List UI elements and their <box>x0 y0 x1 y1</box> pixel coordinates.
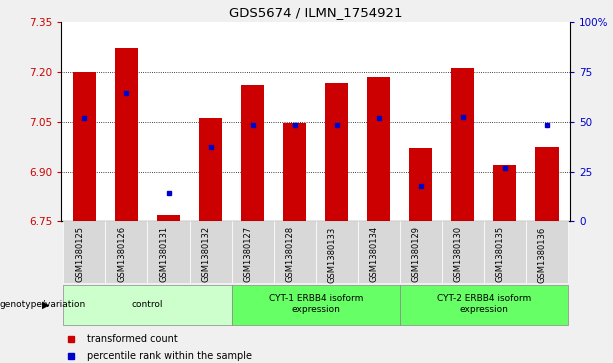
Text: GSM1380129: GSM1380129 <box>412 227 421 282</box>
Bar <box>241 85 264 221</box>
Bar <box>73 72 96 221</box>
Text: GSM1380132: GSM1380132 <box>202 227 211 282</box>
Text: transformed count: transformed count <box>87 334 178 344</box>
Text: GSM1380133: GSM1380133 <box>328 227 337 283</box>
Bar <box>484 221 526 283</box>
Text: GSM1380130: GSM1380130 <box>454 227 463 282</box>
Bar <box>157 215 180 221</box>
Bar <box>325 83 348 221</box>
Bar <box>526 221 568 283</box>
Text: GSM1380134: GSM1380134 <box>370 227 379 282</box>
Bar <box>400 285 568 325</box>
Bar <box>189 221 232 283</box>
Bar <box>451 68 474 221</box>
Bar <box>115 48 138 221</box>
Text: ▶: ▶ <box>42 300 49 310</box>
Text: CYT-1 ERBB4 isoform
expression: CYT-1 ERBB4 isoform expression <box>268 294 363 314</box>
Bar <box>105 221 148 283</box>
Bar <box>442 221 484 283</box>
Bar <box>63 285 232 325</box>
Bar <box>400 221 442 283</box>
Bar <box>273 221 316 283</box>
Text: GSM1380126: GSM1380126 <box>118 227 126 282</box>
Text: GSM1380128: GSM1380128 <box>286 227 295 282</box>
Bar <box>367 77 390 221</box>
Text: GSM1380135: GSM1380135 <box>496 227 505 282</box>
Bar <box>232 285 400 325</box>
Text: genotype/variation: genotype/variation <box>0 301 86 309</box>
Text: GSM1380125: GSM1380125 <box>75 227 85 282</box>
Bar <box>316 221 358 283</box>
Text: CYT-2 ERBB4 isoform
expression: CYT-2 ERBB4 isoform expression <box>437 294 531 314</box>
Bar <box>283 123 306 221</box>
Text: percentile rank within the sample: percentile rank within the sample <box>87 351 252 361</box>
Bar <box>232 221 273 283</box>
Bar <box>535 147 558 221</box>
Text: GSM1380127: GSM1380127 <box>243 227 253 282</box>
Text: GSM1380136: GSM1380136 <box>538 227 547 283</box>
Title: GDS5674 / ILMN_1754921: GDS5674 / ILMN_1754921 <box>229 6 403 19</box>
Bar <box>409 148 432 221</box>
Bar <box>493 165 517 221</box>
Bar <box>199 118 222 221</box>
Text: GSM1380131: GSM1380131 <box>159 227 169 282</box>
Bar <box>63 221 105 283</box>
Bar <box>148 221 189 283</box>
Bar <box>358 221 400 283</box>
Text: control: control <box>132 299 163 309</box>
